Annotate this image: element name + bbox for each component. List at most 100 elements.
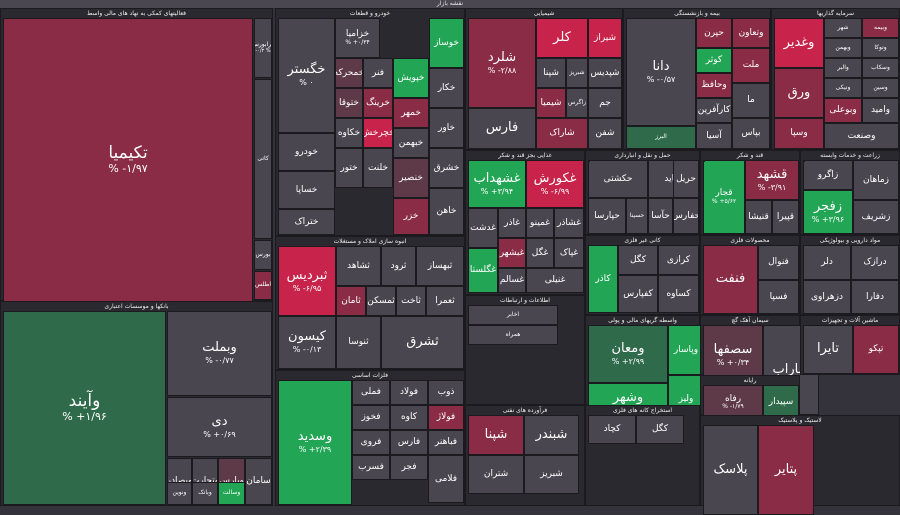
- stock-tile[interactable]: غاذر: [498, 208, 526, 238]
- stock-tile[interactable]: خگستر% ۰: [278, 18, 335, 133]
- stock-tile[interactable]: کلر: [536, 18, 588, 58]
- stock-tile[interactable]: ورق: [774, 68, 824, 118]
- stock-tile[interactable]: غنیلی: [526, 268, 584, 293]
- stock-tile[interactable]: وسین: [862, 78, 899, 98]
- stock-tile[interactable]: تپکو: [853, 325, 899, 374]
- stock-tile[interactable]: کوثر: [696, 48, 732, 73]
- stock-tile[interactable]: شتران: [468, 455, 524, 494]
- stock-tile[interactable]: وبملت% -۰/۷۷: [167, 311, 272, 396]
- stock-tile[interactable]: شبندر: [524, 415, 579, 455]
- stock-tile[interactable]: ملت: [732, 48, 770, 83]
- stock-tile[interactable]: ثبردیس% -۶/۹۵: [278, 246, 336, 316]
- stock-tile[interactable]: زماهان: [853, 160, 899, 200]
- stock-tile[interactable]: غشهداب% +۳/۹۴: [468, 160, 526, 208]
- stock-tile[interactable]: شیمیا: [536, 88, 566, 118]
- stock-tile[interactable]: زشریف: [853, 200, 899, 234]
- stock-tile[interactable]: فروی: [352, 430, 390, 455]
- stock-tile[interactable]: ثمسکن: [366, 286, 396, 316]
- stock-tile[interactable]: شهر: [824, 18, 862, 38]
- stock-tile[interactable]: وسدید% +۲/۳۹: [278, 380, 352, 505]
- stock-tile[interactable]: درازک: [851, 245, 899, 280]
- stock-tile[interactable]: ونوین: [167, 482, 192, 505]
- stock-tile[interactable]: حفارس: [673, 198, 699, 234]
- stock-tile[interactable]: رفاه% -۱/۷۹: [703, 385, 763, 420]
- stock-tile[interactable]: ثبهساز: [416, 246, 464, 286]
- stock-tile[interactable]: زکشت: [803, 160, 805, 162]
- stock-tile[interactable]: وتوکا: [862, 38, 899, 58]
- stock-tile[interactable]: حآسا: [648, 198, 673, 234]
- stock-tile[interactable]: سپیدار: [763, 385, 799, 420]
- stock-tile[interactable]: وپاسار: [668, 325, 704, 375]
- stock-tile[interactable]: شپنا: [468, 415, 524, 455]
- stock-tile[interactable]: شبریز: [524, 455, 579, 494]
- stock-tile[interactable]: شفن: [588, 118, 622, 149]
- stock-tile[interactable]: وآیند% +۱/۹۶: [3, 311, 166, 505]
- stock-tile[interactable]: کاذر: [588, 245, 618, 313]
- stock-tile[interactable]: آسیا: [696, 123, 732, 149]
- stock-tile[interactable]: ختراک: [278, 209, 335, 235]
- stock-tile[interactable]: غپاک: [554, 238, 584, 268]
- stock-tile[interactable]: فارس: [390, 430, 428, 455]
- stock-tile[interactable]: غشاذر: [554, 208, 584, 238]
- stock-tile[interactable]: ثنوسا: [336, 316, 381, 369]
- stock-tile[interactable]: اخابر: [468, 305, 558, 325]
- stock-tile[interactable]: ثاخت: [396, 286, 426, 316]
- stock-tile[interactable]: خزر: [393, 198, 429, 235]
- stock-tile[interactable]: البرز: [626, 126, 696, 149]
- stock-tile[interactable]: شپنا: [536, 58, 566, 88]
- stock-tile[interactable]: خنصیر: [393, 158, 429, 198]
- stock-tile[interactable]: ثامان: [336, 286, 366, 316]
- stock-tile[interactable]: وسالت: [218, 482, 245, 505]
- stock-tile[interactable]: کچاد: [588, 415, 636, 444]
- stock-tile[interactable]: شاراک: [536, 118, 588, 149]
- stock-tile[interactable]: قپیرا: [772, 200, 799, 234]
- stock-tile[interactable]: حپارسا: [588, 198, 626, 234]
- stock-tile[interactable]: حریل: [673, 160, 699, 198]
- stock-tile[interactable]: وامید: [862, 98, 899, 123]
- stock-tile[interactable]: فملی: [352, 380, 390, 405]
- stock-tile[interactable]: جم: [588, 88, 622, 118]
- stock-tile[interactable]: ذوب: [428, 380, 464, 405]
- stock-tile[interactable]: زاگرس: [566, 88, 588, 118]
- stock-tile[interactable]: فخوز: [352, 405, 390, 430]
- stock-tile[interactable]: غبشهر: [498, 238, 526, 268]
- stock-tile[interactable]: والبر: [824, 58, 862, 78]
- stock-tile[interactable]: ختور: [335, 148, 363, 188]
- stock-tile[interactable]: حگهر: [588, 160, 590, 162]
- stock-tile[interactable]: خپویش: [393, 58, 429, 98]
- stock-tile[interactable]: وتعاون: [732, 18, 770, 48]
- stock-tile[interactable]: کگل: [618, 245, 658, 275]
- stock-tile[interactable]: قنیشا: [745, 200, 772, 234]
- stock-tile[interactable]: فسرب: [352, 455, 390, 480]
- stock-tile[interactable]: خوساز: [429, 18, 464, 68]
- stock-tile[interactable]: شلرد% -۲/۸۸: [468, 18, 536, 108]
- stock-tile[interactable]: شیراز: [588, 18, 622, 58]
- stock-tile[interactable]: وبوعلی: [824, 98, 862, 123]
- stock-tile[interactable]: خرینگ: [363, 88, 393, 118]
- stock-tile[interactable]: بپاس: [732, 118, 770, 149]
- stock-tile[interactable]: سامان: [245, 458, 272, 505]
- stock-tile[interactable]: دانا% -۰/۵۷: [626, 18, 696, 126]
- stock-tile[interactable]: خزامیا% +۰/۳۴: [335, 18, 380, 58]
- stock-tile[interactable]: وحافظ: [696, 73, 732, 98]
- stock-tile[interactable]: وغدیر: [774, 18, 824, 68]
- stock-tile[interactable]: کفپارس: [618, 275, 658, 313]
- stock-tile[interactable]: غگل: [526, 238, 554, 268]
- stock-tile[interactable]: پتایر: [758, 425, 814, 515]
- stock-tile[interactable]: فنوال: [758, 245, 799, 280]
- stock-tile[interactable]: کگل: [636, 415, 684, 444]
- stock-tile[interactable]: شبریز: [566, 58, 588, 88]
- stock-tile[interactable]: خشرق: [429, 148, 464, 188]
- stock-tile[interactable]: خچرخش: [363, 118, 393, 148]
- stock-tile[interactable]: کیسون% -۰/۱۳: [278, 316, 336, 369]
- stock-tile[interactable]: غسالم: [498, 268, 526, 293]
- stock-tile[interactable]: فنفت: [703, 245, 758, 314]
- stock-tile[interactable]: وبانک: [192, 482, 218, 505]
- stock-tile[interactable]: خاهن: [429, 188, 464, 235]
- stock-tile[interactable]: غگلستا: [468, 248, 498, 293]
- stock-tile[interactable]: ومعان% +۲/۹۹: [588, 325, 668, 383]
- stock-tile[interactable]: کارآفرین: [696, 98, 732, 123]
- stock-tile[interactable]: کرازی: [658, 245, 699, 275]
- stock-tile[interactable]: تایرا: [803, 325, 853, 374]
- stock-tile[interactable]: حسینا: [626, 198, 648, 234]
